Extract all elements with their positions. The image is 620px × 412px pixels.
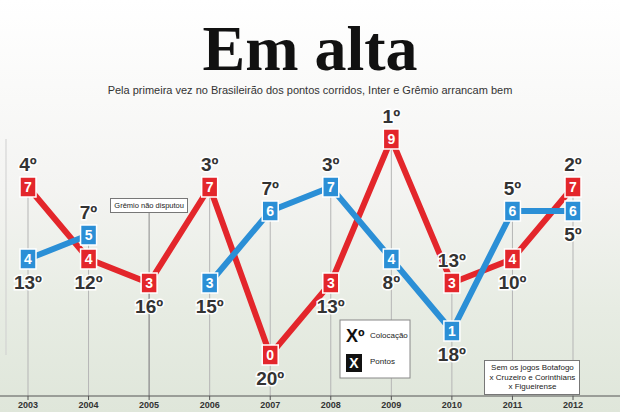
data-label: 9 xyxy=(387,131,395,147)
subtitle: Pela primeira vez no Brasileirão dos pon… xyxy=(108,84,513,96)
x-tick-label: 2007 xyxy=(260,400,280,410)
point-box xyxy=(141,273,157,293)
position-label: 18º xyxy=(438,344,466,365)
position-label: 5º xyxy=(564,224,582,245)
position-label: 7º xyxy=(261,178,279,199)
point-box xyxy=(444,273,460,293)
data-label: 3 xyxy=(448,275,456,291)
position-label: 20º xyxy=(256,368,284,389)
data-label: 0 xyxy=(266,347,274,363)
position-label: 13º xyxy=(438,250,466,271)
legend-symbol: X xyxy=(349,355,359,371)
data-label: 7 xyxy=(24,179,32,195)
point-box xyxy=(565,177,581,197)
legend-symbol: Xº xyxy=(346,326,365,346)
point-box xyxy=(20,249,36,269)
point-box xyxy=(20,177,36,197)
data-label: 4 xyxy=(85,251,93,267)
series-line xyxy=(28,187,573,331)
position-label: 4º xyxy=(19,154,37,175)
data-label: 6 xyxy=(509,203,517,219)
x-tick-label: 2003 xyxy=(18,400,38,410)
x-tick-label: 2006 xyxy=(200,400,220,410)
position-label: 13º xyxy=(317,296,345,317)
x-axis xyxy=(0,396,620,397)
point-box xyxy=(565,201,581,221)
point-box xyxy=(202,273,218,293)
position-label: 10º xyxy=(498,272,526,293)
point-box xyxy=(81,249,97,269)
data-label: 5 xyxy=(85,227,93,243)
chart: Em altaPela primeira vez no Brasileirão … xyxy=(0,0,620,412)
point-box xyxy=(202,177,218,197)
x-tick-label: 2008 xyxy=(321,400,341,410)
data-label: 4 xyxy=(24,251,32,267)
title: Em alta xyxy=(202,13,417,84)
x-tick-label: 2011 xyxy=(503,400,523,410)
point-box xyxy=(81,225,97,245)
data-label: 7 xyxy=(569,179,577,195)
position-label: 2º xyxy=(564,154,582,175)
legend-box xyxy=(340,320,410,378)
point-boxes xyxy=(20,129,581,365)
position-label: 16º xyxy=(135,296,163,317)
legend: Xº Colocação X Pontos xyxy=(340,320,410,378)
position-label: 13º xyxy=(14,272,42,293)
data-label: 3 xyxy=(327,275,335,291)
x-tick-label: 2010 xyxy=(442,400,462,410)
position-label: 12º xyxy=(75,272,103,293)
series-line xyxy=(28,139,573,355)
point-box xyxy=(262,201,278,221)
point-box xyxy=(323,177,339,197)
x-tick-label: 2009 xyxy=(381,400,401,410)
position-label: 3º xyxy=(322,154,340,175)
lines xyxy=(28,139,573,355)
point-box xyxy=(383,129,399,149)
x-tick-label: 2005 xyxy=(139,400,159,410)
x-tick-label: 2012 xyxy=(563,400,583,410)
legend-label: Colocação xyxy=(370,331,408,340)
y-range-line xyxy=(6,139,7,355)
data-label: 7 xyxy=(327,179,335,195)
data-label: 7 xyxy=(206,179,214,195)
position-label: 1º xyxy=(383,106,401,127)
position-label: 5º xyxy=(504,178,522,199)
data-label: 3 xyxy=(206,275,214,291)
data-label: 1 xyxy=(448,323,456,339)
data-label: 6 xyxy=(569,203,577,219)
data-label: 4 xyxy=(387,251,395,267)
legend-label: Pontos xyxy=(370,357,395,366)
data-label: 6 xyxy=(266,203,274,219)
x-tick-label: 2004 xyxy=(79,400,99,410)
guides xyxy=(28,139,573,396)
position-label: 8º xyxy=(383,272,401,293)
point-box xyxy=(262,345,278,365)
point-box xyxy=(504,249,520,269)
position-label: 7º xyxy=(80,202,98,223)
annotation: Grêmio não disputou xyxy=(110,198,188,213)
data-label: 4 xyxy=(509,251,517,267)
annotation: Sem os jogos Botafogo x Cruzeiro e Corin… xyxy=(484,360,580,395)
point-box xyxy=(383,249,399,269)
legend-swatch xyxy=(346,354,362,372)
data-label: 3 xyxy=(145,275,153,291)
point-box xyxy=(444,321,460,341)
position-label: 15º xyxy=(196,296,224,317)
point-box xyxy=(504,201,520,221)
position-label: 3º xyxy=(201,154,219,175)
point-box xyxy=(323,273,339,293)
